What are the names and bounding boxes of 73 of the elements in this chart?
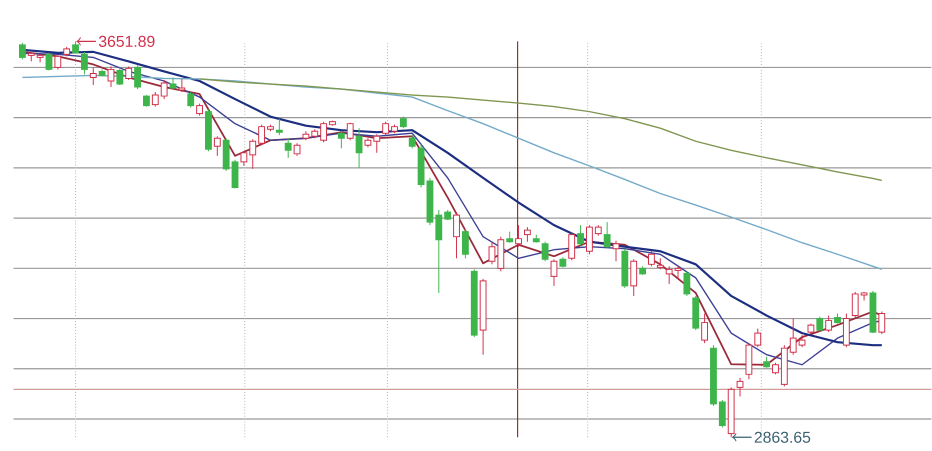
candlestick bbox=[178, 78, 186, 93]
candlestick bbox=[559, 256, 566, 268]
candlestick bbox=[736, 377, 744, 397]
candlestick bbox=[807, 323, 814, 335]
candlestick bbox=[134, 64, 141, 90]
candlestick bbox=[568, 232, 576, 261]
candlestick bbox=[276, 118, 283, 136]
candlestick bbox=[80, 51, 88, 75]
candlestick bbox=[656, 258, 664, 270]
candlestick bbox=[834, 313, 841, 324]
candlestick bbox=[90, 66, 97, 86]
candlestick bbox=[196, 103, 204, 116]
candlestick bbox=[72, 40, 79, 54]
candlestick bbox=[825, 315, 832, 333]
candlestick bbox=[515, 224, 522, 248]
candlestick bbox=[772, 362, 779, 375]
candlestick bbox=[488, 241, 496, 265]
candlestick bbox=[63, 46, 70, 57]
candlestick bbox=[258, 124, 266, 146]
candlestick bbox=[214, 136, 221, 156]
candlestick bbox=[524, 226, 531, 242]
candlestick bbox=[382, 121, 390, 136]
candlestick bbox=[160, 79, 168, 100]
candlestick bbox=[577, 224, 584, 246]
candlestick bbox=[108, 66, 114, 88]
candlestick bbox=[604, 222, 611, 248]
candlestick bbox=[18, 42, 26, 60]
candlestick bbox=[763, 356, 770, 368]
candlestick bbox=[346, 122, 354, 141]
candlestick bbox=[542, 241, 549, 262]
candlestick bbox=[54, 54, 62, 70]
candlestick bbox=[338, 130, 345, 149]
candlestick bbox=[594, 224, 602, 236]
candlestick bbox=[701, 313, 708, 344]
candlestick bbox=[320, 121, 328, 143]
candlestick bbox=[462, 228, 469, 259]
candlestick bbox=[356, 128, 362, 168]
candlestick bbox=[187, 92, 194, 108]
candlestick bbox=[648, 250, 655, 267]
candlestick bbox=[46, 52, 52, 71]
candlestick bbox=[311, 128, 318, 139]
candlestick bbox=[28, 51, 35, 62]
candlestick bbox=[666, 266, 673, 284]
candlestick bbox=[444, 210, 452, 221]
candlestick bbox=[674, 266, 682, 280]
candlestick bbox=[116, 66, 124, 86]
candlestick bbox=[302, 130, 310, 141]
candlestick bbox=[683, 270, 690, 296]
candlestick bbox=[852, 291, 859, 318]
candlestick bbox=[790, 318, 797, 356]
candlestick bbox=[453, 212, 460, 259]
candlestick bbox=[612, 240, 620, 262]
candlestick bbox=[408, 134, 416, 149]
candlestick bbox=[816, 316, 824, 332]
candlestick bbox=[754, 328, 762, 348]
candlestick bbox=[878, 311, 886, 335]
candlestick bbox=[170, 76, 176, 90]
annotation: 3651.89 bbox=[98, 36, 154, 47]
candlestick bbox=[294, 142, 300, 156]
candlestick bbox=[506, 231, 514, 244]
candlestick bbox=[400, 116, 407, 129]
candlestick bbox=[373, 134, 380, 154]
candlestick bbox=[550, 258, 558, 286]
candlestick bbox=[249, 138, 256, 170]
candlestick bbox=[143, 94, 150, 108]
candlestick bbox=[152, 92, 159, 108]
candlestick bbox=[798, 334, 806, 348]
candlestick bbox=[364, 138, 372, 148]
candlestick bbox=[284, 138, 292, 158]
annotation: 2863.65 bbox=[754, 432, 810, 443]
candlestick bbox=[240, 150, 248, 166]
candlestick bbox=[125, 66, 132, 80]
candlestick bbox=[718, 399, 726, 428]
